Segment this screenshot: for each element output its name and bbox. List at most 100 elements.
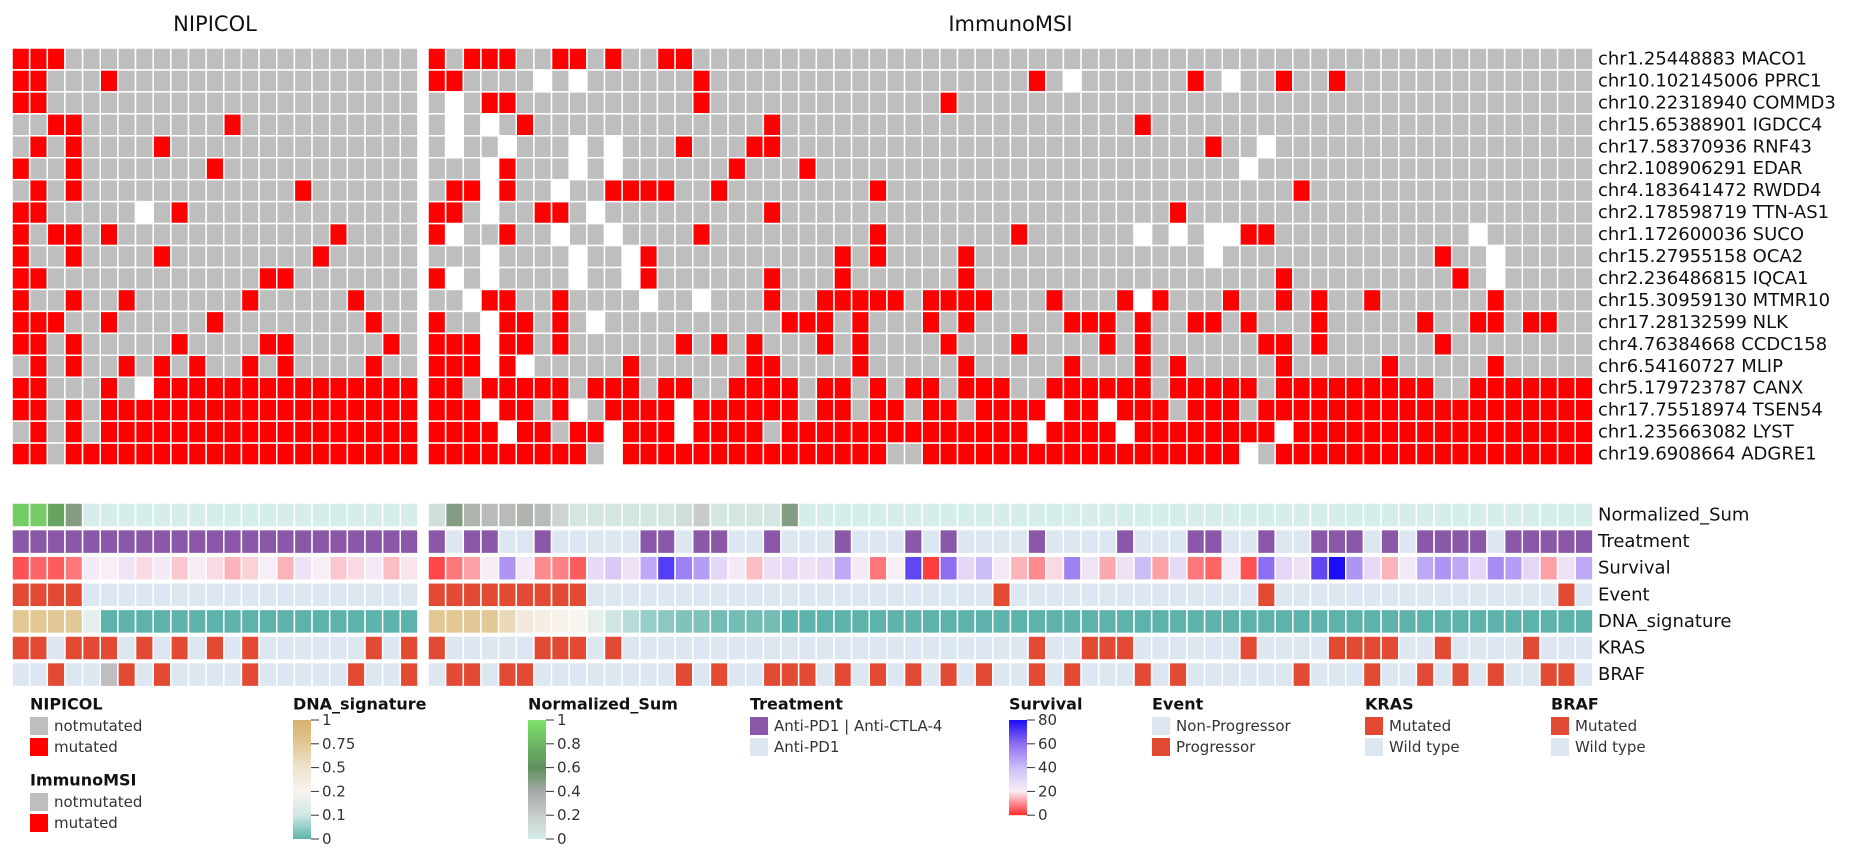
annotation-cell: [328, 661, 349, 688]
annotation-cell: [1380, 608, 1400, 635]
heatmap-cell: [258, 288, 278, 313]
heatmap-cell: [399, 91, 419, 115]
heatmap-cell: [1539, 222, 1559, 247]
annotation-cell: [187, 555, 207, 581]
heatmap-cell: [780, 135, 800, 159]
heatmap-cell: [621, 200, 641, 225]
heatmap-cell: [1380, 266, 1400, 291]
heatmap-cell: [1309, 420, 1329, 444]
heatmap-cell: [1345, 442, 1365, 466]
heatmap-cell: [170, 266, 190, 291]
heatmap-cell: [258, 442, 278, 466]
heatmap-cell: [533, 420, 553, 444]
heatmap-cell: [992, 222, 1012, 247]
heatmap-cell: [603, 266, 623, 291]
annotation-cell: [1362, 608, 1382, 635]
heatmap-cell: [744, 310, 765, 335]
heatmap-cell: [311, 69, 331, 93]
heatmap-cell: [1433, 442, 1453, 466]
heatmap-cell: [46, 222, 66, 247]
heatmap-cell: [1415, 332, 1435, 357]
heatmap-cell: [117, 47, 137, 71]
annotation-cell: [815, 608, 835, 635]
heatmap-cell: [1256, 113, 1276, 137]
annotation-cell: [223, 661, 243, 688]
annotation-cell: [480, 555, 500, 581]
heatmap-cell: [1539, 113, 1559, 137]
heatmap-cell: [11, 69, 31, 93]
track-label: KRAS: [1598, 638, 1645, 659]
heatmap-cell: [28, 113, 49, 137]
heatmap-cell: [1398, 332, 1418, 357]
heatmap-cell: [1062, 200, 1082, 225]
annotation-cell: [515, 502, 535, 528]
heatmap-cell: [903, 442, 923, 466]
heatmap-cell: [727, 398, 747, 422]
heatmap-cell: [850, 135, 870, 159]
annotation-cell: [886, 635, 906, 661]
heatmap-cell: [497, 310, 518, 335]
annotation-cell: [258, 608, 278, 635]
heatmap-cell: [1168, 157, 1188, 181]
legend-tick-label: 0.1: [322, 806, 346, 824]
heatmap-cell: [1097, 442, 1118, 466]
heatmap-cell: [921, 288, 941, 313]
heatmap-cell: [515, 310, 535, 335]
heatmap-cell: [1574, 135, 1594, 159]
heatmap-cell: [656, 135, 676, 159]
annotation-cell: [903, 635, 923, 661]
annotation-cell: [1468, 661, 1488, 688]
heatmap-cell: [1327, 354, 1347, 378]
annotation-cell: [1556, 502, 1576, 528]
heatmap-cell: [1221, 288, 1241, 313]
heatmap-cell: [170, 442, 190, 466]
heatmap-cell: [1221, 222, 1241, 247]
heatmap-cell: [956, 332, 976, 357]
heatmap-cell: [762, 157, 782, 181]
heatmap-cell: [1186, 222, 1206, 247]
annotation-cell: [1221, 528, 1241, 555]
heatmap-cell: [921, 442, 941, 466]
heatmap-cell: [533, 398, 553, 422]
annotation-cell: [921, 661, 941, 688]
heatmap-cell: [1045, 69, 1065, 93]
heatmap-cell: [956, 135, 976, 159]
heatmap-cell: [311, 332, 331, 357]
annotation-cell: [780, 582, 800, 608]
heatmap-cell: [656, 442, 676, 466]
heatmap-cell: [364, 47, 384, 71]
heatmap-cell: [346, 157, 366, 181]
heatmap-cell: [1450, 47, 1471, 71]
heatmap-cell: [258, 398, 278, 422]
legend-tick-label: 60: [1038, 735, 1057, 753]
heatmap-cell: [1062, 135, 1082, 159]
heatmap-cell: [586, 442, 606, 466]
heatmap-cell: [956, 420, 976, 444]
heatmap-cell: [709, 310, 729, 335]
annotation-cell: [833, 635, 853, 661]
heatmap-cell: [346, 91, 366, 115]
annotation-cell: [797, 528, 818, 555]
heatmap-cell: [762, 244, 782, 269]
annotation-cell: [46, 582, 66, 608]
heatmap-cell: [1256, 69, 1276, 93]
heatmap-cell: [81, 442, 101, 466]
heatmap-cell: [903, 222, 923, 247]
annotation-cell: [1274, 608, 1294, 635]
legend-swatch: [30, 717, 48, 735]
heatmap-cell: [346, 332, 366, 357]
heatmap-cell: [276, 266, 296, 291]
heatmap-cell: [692, 200, 712, 225]
heatmap-cell: [1274, 310, 1294, 335]
heatmap-cell: [656, 244, 676, 269]
heatmap-cell: [815, 420, 835, 444]
heatmap-cell: [1486, 222, 1506, 247]
heatmap-cell: [833, 376, 853, 400]
heatmap-cell: [850, 310, 870, 335]
heatmap-cell: [586, 178, 606, 203]
heatmap-cell: [427, 91, 447, 115]
heatmap-cell: [170, 178, 190, 203]
annotation-cell: [381, 528, 402, 555]
heatmap-cell: [1133, 91, 1153, 115]
heatmap-cell: [1062, 157, 1082, 181]
